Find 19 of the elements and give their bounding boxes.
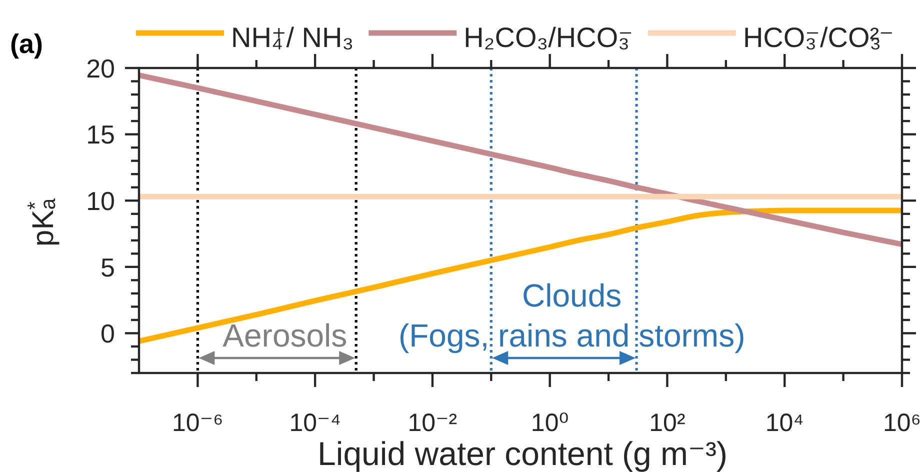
annotation: Aerosols — [222, 318, 348, 354]
y-tick-label: 15 — [86, 120, 115, 150]
x-tick-label: 10⁻⁶ — [172, 409, 224, 437]
x-tick-label: 10⁴ — [765, 409, 804, 437]
y-tick-label: 20 — [86, 53, 115, 84]
chart-title: (a) — [10, 29, 43, 59]
x-tick-label: 10² — [649, 409, 686, 437]
x-tick-label: 10⁶ — [882, 409, 922, 437]
y-tick-label: 0 — [100, 318, 115, 349]
y-tick-label: 10 — [86, 186, 115, 216]
y-tick-label: 5 — [100, 252, 115, 282]
x-tick-label: 10⁰ — [530, 409, 569, 437]
legend-label: NH₄⁺/ NH₃ — [231, 22, 354, 54]
x-axis-title: Liquid water content (g m⁻³) — [318, 435, 728, 472]
x-tick-label: 10⁻⁴ — [289, 409, 341, 437]
legend-label: H₂CO₃/HCO₃⁻ — [464, 22, 633, 54]
annotation: (Fogs, rains and storms) — [398, 318, 746, 354]
x-tick-label: 10⁻² — [408, 409, 458, 437]
annotation: Clouds — [522, 278, 622, 314]
